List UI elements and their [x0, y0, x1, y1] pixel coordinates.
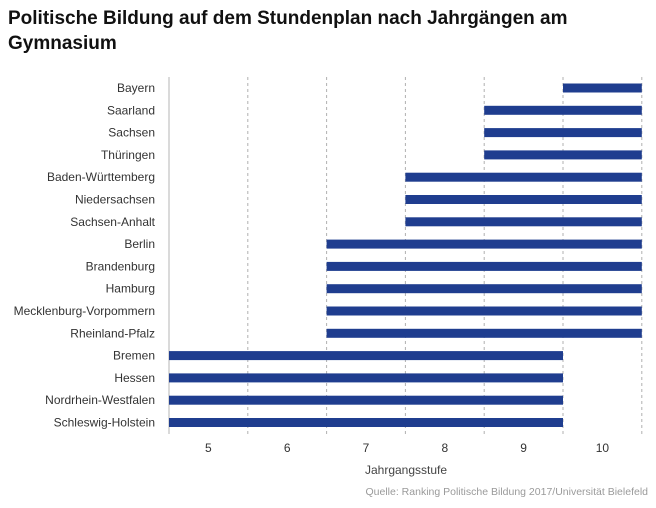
x-tick-label: 5 — [205, 441, 212, 455]
category-label: Sachsen — [108, 126, 155, 140]
bar-saarland — [484, 105, 642, 115]
category-label: Bayern — [117, 81, 155, 95]
bar-baden-württemberg — [405, 172, 642, 182]
bar-schleswig-holstein — [169, 418, 563, 427]
bar-bremen — [169, 351, 563, 361]
x-tick-label: 10 — [596, 441, 610, 455]
category-label: Sachsen-Anhalt — [70, 215, 155, 229]
category-label: Rheinland-Pfalz — [70, 326, 155, 340]
category-label: Baden-Württemberg — [47, 170, 155, 184]
x-tick-label: 8 — [441, 441, 448, 455]
x-tick-label: 9 — [520, 441, 527, 455]
bar-brandenburg — [326, 261, 642, 271]
category-label: Niedersachsen — [75, 193, 155, 207]
category-label: Brandenburg — [86, 259, 155, 273]
chart-title: Politische Bildung auf dem Stundenplan n… — [8, 8, 568, 54]
category-label: Mecklenburg-Vorpommern — [14, 304, 155, 318]
category-label: Hamburg — [106, 282, 155, 296]
bar-thüringen — [484, 150, 642, 160]
category-label: Thüringen — [101, 148, 155, 162]
bar-niedersachsen — [405, 195, 642, 204]
bar-hamburg — [326, 284, 642, 294]
bar-bayern — [563, 83, 642, 93]
bar-sachsen-anhalt — [405, 217, 642, 227]
x-tick-label: 7 — [363, 441, 370, 455]
category-label: Hessen — [114, 371, 155, 385]
x-axis-label: Jahrgangsstufe — [365, 463, 447, 477]
bar-rheinland-pfalz — [326, 328, 642, 338]
category-label: Nordrhein-Westfalen — [45, 393, 155, 407]
category-label: Bremen — [113, 349, 155, 363]
x-tick-label: 6 — [284, 441, 291, 455]
bar-mecklenburg-vorpommern — [326, 306, 642, 316]
category-label: Saarland — [107, 103, 155, 117]
source-note: Quelle: Ranking Politische Bildung 2017/… — [365, 486, 649, 498]
category-label: Schleswig-Holstein — [54, 416, 155, 430]
bar-hessen — [169, 373, 563, 383]
category-label: Berlin — [124, 237, 155, 251]
bar-nordrhein-westfalen — [169, 395, 563, 405]
bar-berlin — [326, 239, 642, 249]
bar-sachsen — [484, 128, 642, 138]
